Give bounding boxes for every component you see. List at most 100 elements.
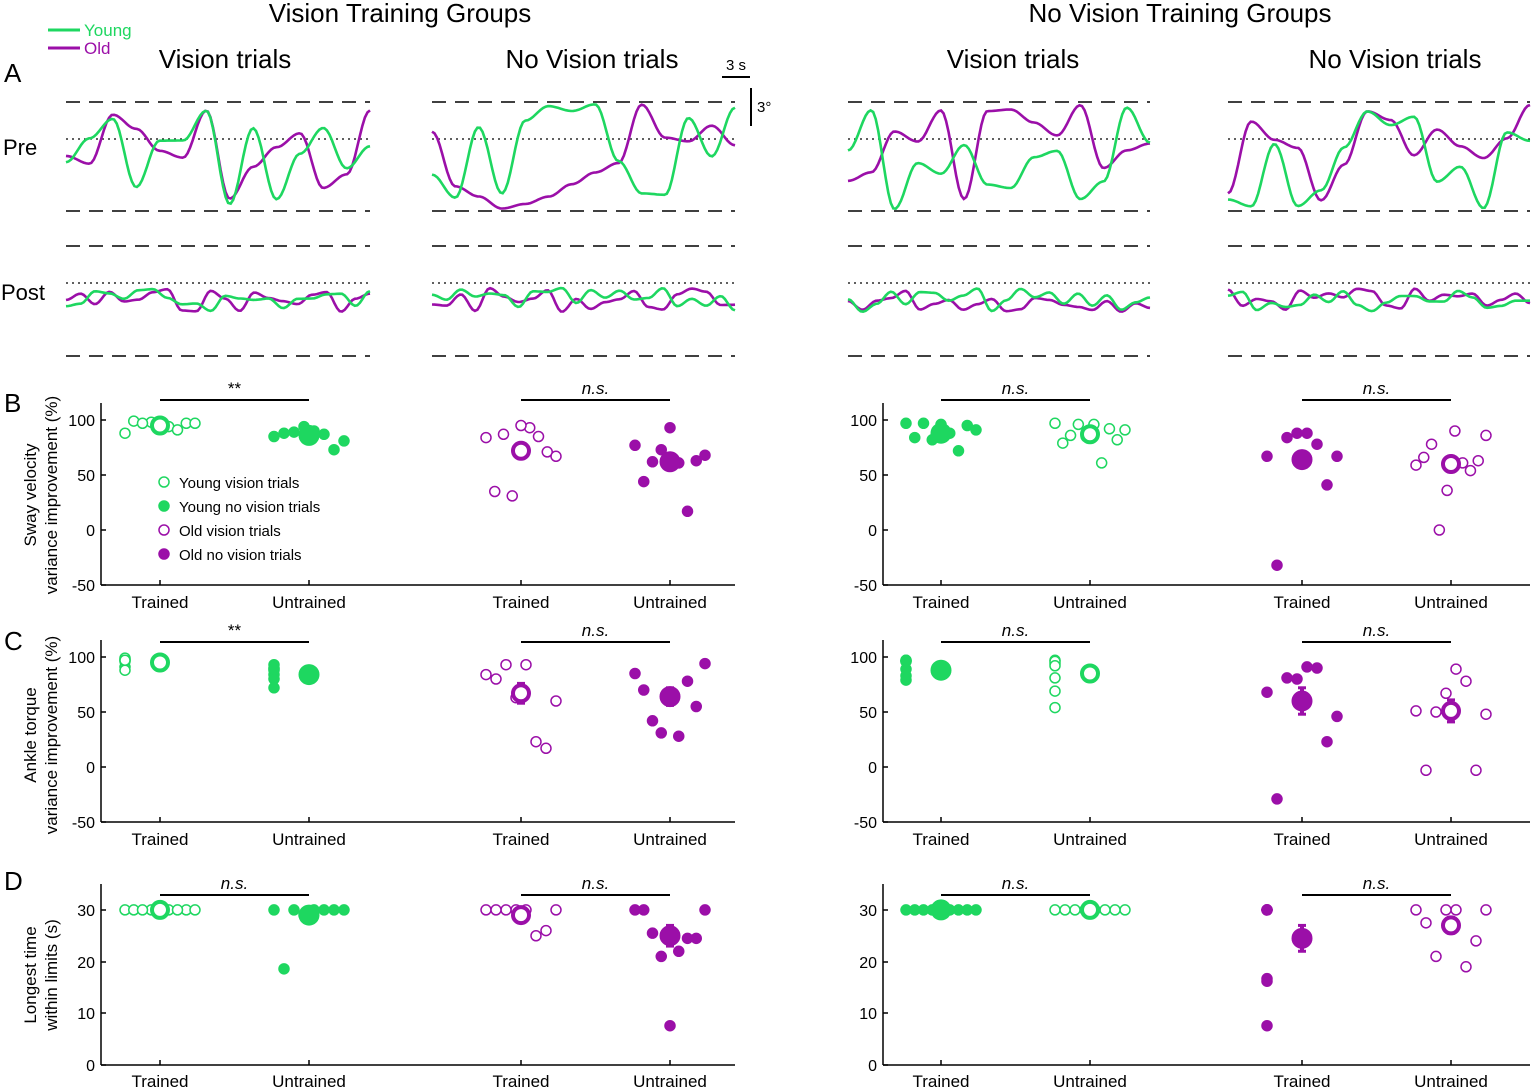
data-point: [136, 417, 149, 430]
legend-marker: [158, 500, 170, 512]
data-point: [1470, 764, 1482, 777]
data-point: [540, 742, 552, 755]
y-tick-label: 100: [850, 650, 877, 667]
data-point: [1261, 975, 1273, 987]
significance-label: n.s.: [582, 379, 609, 398]
data-point: [1261, 904, 1273, 916]
legend-label: Young vision trials: [179, 475, 299, 492]
data-point: [490, 673, 502, 685]
data-point: [1301, 661, 1313, 673]
data-point: [1480, 904, 1492, 916]
x-tick-label: Untrained: [1414, 1072, 1488, 1090]
data-point: [1425, 438, 1438, 450]
y-axis-label: variance improvement (%): [42, 396, 61, 594]
data-point: [189, 904, 201, 916]
group-title: No Vision Training Groups: [1028, 0, 1331, 28]
y-tick-label: 100: [850, 413, 877, 430]
data-point: [338, 435, 350, 447]
data-point: [699, 904, 711, 916]
data-point: [541, 446, 553, 458]
data-point: [532, 430, 545, 443]
data-point: [318, 428, 330, 441]
data-point: [1069, 904, 1081, 916]
row-label-pre: Pre: [3, 135, 37, 160]
data-point: [1049, 672, 1061, 684]
x-tick-label: Trained: [131, 1072, 188, 1090]
data-point: [1109, 904, 1121, 916]
data-point: [952, 445, 965, 457]
pre-trace-young: [431, 103, 736, 199]
data-point: [655, 443, 667, 456]
data-point: [1420, 764, 1432, 777]
data-point: [961, 419, 973, 432]
trace-title: No Vision trials: [506, 44, 679, 74]
data-point: [917, 904, 930, 916]
mean-marker: [1441, 915, 1461, 936]
data-point: [1441, 484, 1453, 497]
pre-trace-old: [1227, 103, 1531, 202]
data-point: [1410, 705, 1422, 717]
mean-marker: [1441, 700, 1461, 721]
x-tick-label: Trained: [912, 830, 969, 849]
y-axis-label: variance improvement (%): [42, 636, 61, 834]
mean-marker: [930, 659, 952, 681]
x-tick-label: Trained: [1273, 593, 1330, 612]
y-tick-label: 0: [868, 523, 877, 540]
mean-marker: [1291, 690, 1313, 712]
x-tick-label: Trained: [131, 593, 188, 612]
data-point: [1420, 917, 1432, 929]
data-point: [288, 426, 300, 438]
data-point: [1464, 464, 1477, 477]
data-point: [1103, 423, 1116, 435]
panel-label: A: [4, 58, 22, 88]
data-point: [1450, 663, 1462, 675]
data-point: [136, 904, 149, 916]
data-point: [1460, 961, 1472, 973]
x-tick-label: Trained: [1273, 830, 1330, 849]
data-point: [681, 505, 694, 518]
x-tick-label: Untrained: [1053, 830, 1127, 849]
data-point: [119, 664, 131, 676]
data-point: [1301, 427, 1313, 439]
x-tick-label: Trained: [492, 830, 549, 849]
y-tick-label: 10: [77, 1006, 95, 1023]
data-point: [655, 950, 667, 963]
data-point: [1064, 429, 1077, 442]
x-tick-label: Trained: [492, 593, 549, 612]
y-tick-label: 50: [77, 705, 95, 722]
y-tick-label: -50: [854, 815, 877, 832]
row-label-post: Post: [1, 280, 45, 305]
data-point: [629, 439, 641, 452]
data-point: [1440, 687, 1452, 700]
data-point: [480, 431, 492, 444]
legend-label: Young no vision trials: [179, 499, 320, 516]
data-point: [1410, 459, 1422, 471]
panel-label: B: [4, 388, 21, 418]
trace-title: No Vision trials: [1309, 44, 1482, 74]
data-point: [119, 427, 131, 439]
significance-label: **: [228, 379, 242, 398]
data-point: [664, 1019, 676, 1032]
data-point: [540, 924, 552, 937]
data-point: [1049, 685, 1061, 697]
data-point: [189, 417, 201, 430]
significance-label: n.s.: [582, 874, 609, 893]
x-tick-label: Untrained: [1053, 1072, 1127, 1090]
data-point: [268, 430, 280, 443]
data-point: [646, 715, 659, 727]
data-point: [970, 904, 982, 916]
data-point: [328, 904, 340, 916]
mean-marker: [511, 905, 531, 926]
x-tick-label: Untrained: [1414, 593, 1488, 612]
significance-label: **: [228, 621, 242, 640]
data-point: [900, 674, 912, 686]
data-point: [655, 727, 667, 739]
panel-label: D: [4, 866, 23, 896]
data-point: [673, 730, 685, 742]
mean-marker: [930, 422, 952, 444]
data-point: [1449, 425, 1461, 437]
data-point: [1321, 735, 1333, 748]
data-point: [1049, 660, 1061, 672]
post-trace-young: [431, 286, 736, 312]
data-point: [1291, 673, 1303, 685]
